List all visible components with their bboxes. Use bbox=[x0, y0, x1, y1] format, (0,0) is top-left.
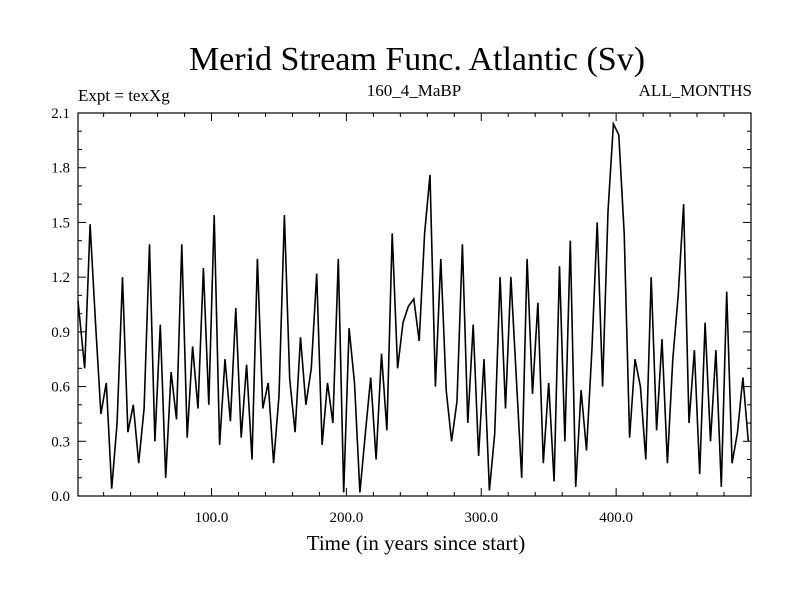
header-right: ALL_MONTHS bbox=[639, 81, 752, 100]
header-left: Expt = texXg bbox=[78, 86, 170, 105]
y-tick-label: 0.3 bbox=[51, 434, 70, 450]
chart-title: Merid Stream Func. Atlantic (Sv) bbox=[189, 41, 645, 78]
y-tick-label: 0.6 bbox=[51, 380, 70, 396]
axes: 0.0 0.3 0.6 0.9 1.2 1.5 1.8 2.1 100.0 200.0 300.0 4… bbox=[51, 106, 751, 526]
y-tick-label: 0.9 bbox=[51, 325, 70, 341]
data-layer bbox=[77, 120, 750, 493]
y-tick-label: 1.5 bbox=[51, 215, 70, 231]
header-center: 160_4_MaBP bbox=[367, 81, 461, 100]
x-tick-label: 400.0 bbox=[599, 510, 633, 526]
y-tick-label: 1.2 bbox=[51, 270, 70, 286]
x-tick-label: 300.0 bbox=[464, 510, 498, 526]
x-tick-label: 200.0 bbox=[330, 510, 364, 526]
series-line bbox=[77, 120, 750, 493]
y-tick-label: 2.1 bbox=[51, 106, 70, 122]
y-tick-label: 0.0 bbox=[51, 489, 70, 505]
y-tick-label: 1.8 bbox=[51, 161, 70, 177]
x-tick-label: 100.0 bbox=[195, 510, 229, 526]
plot-frame bbox=[77, 112, 752, 497]
x-axis-label: Time (in years since start) bbox=[307, 531, 526, 555]
